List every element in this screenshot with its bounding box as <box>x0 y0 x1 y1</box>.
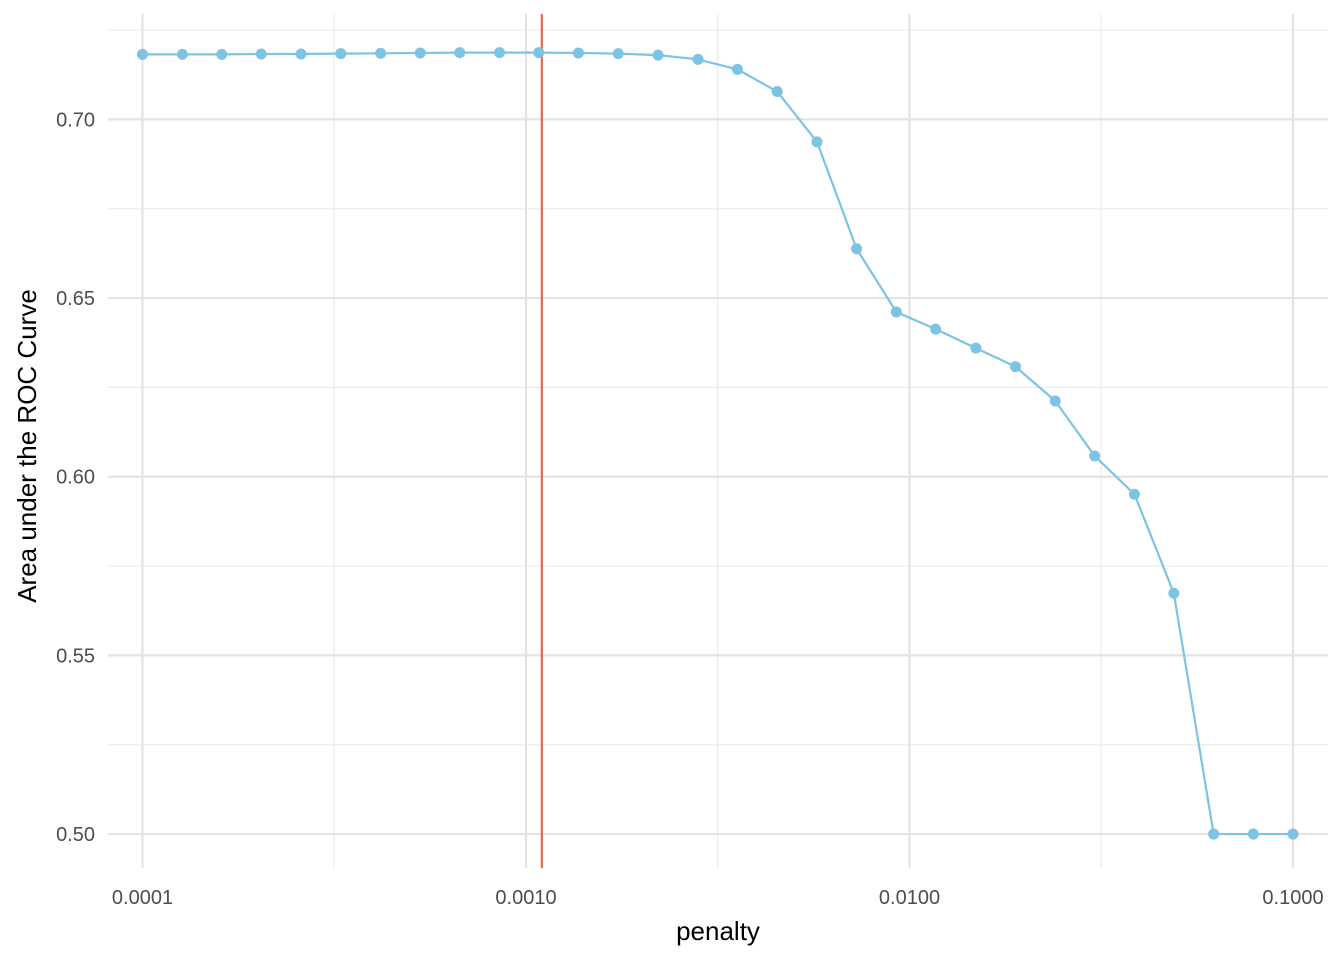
data-point <box>612 48 624 60</box>
y-tick-labels: 0.50 0.55 0.60 0.65 0.70 <box>56 109 95 846</box>
data-point <box>1049 395 1061 407</box>
y-tick-label: 0.65 <box>56 288 95 310</box>
y-axis-title: Area under the ROC Curve <box>12 289 42 603</box>
series-layer <box>136 47 1299 840</box>
data-point <box>572 47 584 59</box>
x-tick-label: 0.0100 <box>879 887 940 909</box>
data-point <box>493 47 505 59</box>
data-point <box>1089 450 1101 462</box>
y-tick-label: 0.70 <box>56 109 95 131</box>
data-point <box>176 48 188 60</box>
data-point <box>454 47 466 59</box>
data-point <box>1128 488 1140 500</box>
minor-gridlines <box>108 14 1328 868</box>
data-point <box>295 48 307 60</box>
data-point <box>1208 828 1220 840</box>
y-tick-label: 0.50 <box>56 824 95 846</box>
data-point <box>890 306 902 318</box>
data-point <box>216 48 228 60</box>
x-tick-label: 0.0001 <box>112 887 173 909</box>
data-point <box>851 243 863 255</box>
series-line <box>142 51 1293 836</box>
data-point <box>255 48 267 60</box>
data-point <box>136 48 148 60</box>
data-point <box>1247 828 1259 840</box>
major-gridlines <box>108 14 1328 868</box>
y-tick-label: 0.60 <box>56 467 95 489</box>
x-tick-labels: 0.0001 0.0010 0.0100 0.1000 <box>112 887 1324 909</box>
x-axis-title: penalty <box>676 916 760 946</box>
x-tick-label: 0.1000 <box>1262 887 1323 909</box>
x-tick-label: 0.0010 <box>495 887 556 909</box>
data-point <box>1168 587 1180 599</box>
data-point <box>1010 361 1022 373</box>
y-tick-label: 0.55 <box>56 645 95 667</box>
data-point <box>930 323 942 335</box>
data-point <box>970 342 982 354</box>
data-point <box>652 49 664 61</box>
data-point <box>692 53 704 65</box>
data-point <box>414 47 426 59</box>
data-point <box>375 47 387 59</box>
data-point <box>771 86 783 98</box>
data-point <box>811 136 823 148</box>
data-point <box>1287 828 1299 840</box>
data-point <box>731 63 743 75</box>
data-point <box>335 48 347 60</box>
data-point <box>533 47 545 59</box>
